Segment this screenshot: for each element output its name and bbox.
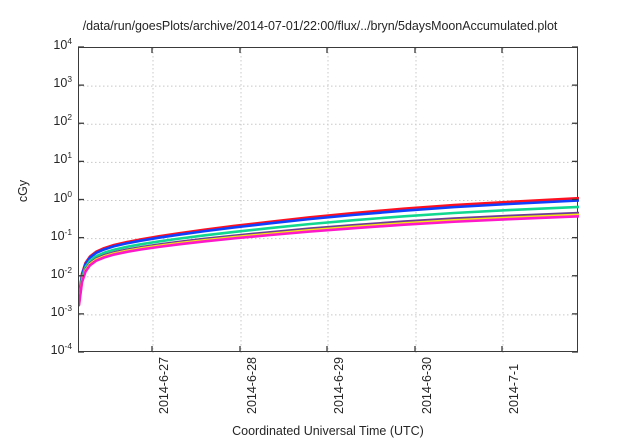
x-tick-label: 2014-6-29	[332, 357, 346, 414]
x-tick-label: 2014-6-27	[157, 357, 171, 414]
y-axis-tick-labels: 104 103 102 101 100 10-1 10-2 10-3 10-4	[22, 0, 72, 448]
y-tick-label: 102	[53, 112, 72, 129]
y-tick-label: 10-1	[50, 226, 72, 243]
curve-green	[79, 205, 579, 302]
x-tick-label: 2014-6-28	[245, 357, 259, 414]
y-tick-label: 101	[53, 150, 72, 167]
plot-canvas	[79, 48, 579, 353]
y-tick-label: 10-2	[50, 264, 72, 281]
x-tick-label: 2014-7-1	[507, 363, 521, 414]
curve-purple	[79, 211, 579, 304]
chart-title: /data/run/goesPlots/archive/2014-07-01/2…	[82, 19, 558, 33]
y-tick-label: 10-4	[50, 340, 72, 357]
curve-yellow	[79, 213, 579, 305]
y-tick-label: 103	[53, 73, 72, 91]
x-tick-label: 2014-6-30	[420, 357, 434, 414]
x-axis-label: Coordinated Universal Time (UTC)	[232, 424, 424, 438]
y-tick-label: 100	[53, 188, 72, 205]
plot-area	[78, 47, 579, 353]
curve-blue	[79, 199, 579, 300]
y-tick-label: 104	[53, 35, 72, 52]
curve-magenta	[79, 215, 579, 307]
data-curves	[79, 196, 579, 307]
y-tick-label: 10-3	[50, 302, 72, 319]
gridlines	[79, 48, 579, 353]
